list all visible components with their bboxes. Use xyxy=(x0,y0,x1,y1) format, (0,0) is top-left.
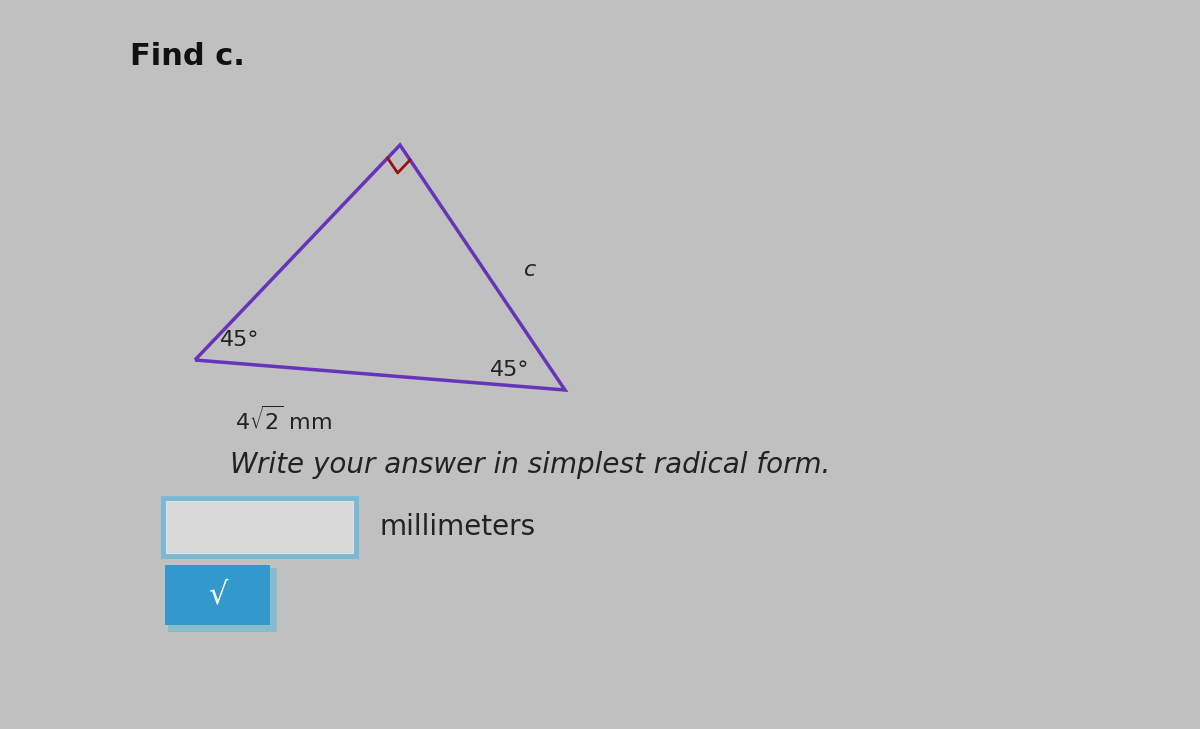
Text: $4\sqrt{2}$ mm: $4\sqrt{2}$ mm xyxy=(235,406,332,434)
Bar xyxy=(166,565,270,625)
Bar xyxy=(161,496,359,559)
Bar xyxy=(167,502,353,553)
Bar xyxy=(168,568,277,632)
Text: 45°: 45° xyxy=(490,360,529,380)
Text: c: c xyxy=(524,260,536,280)
Text: millimeters: millimeters xyxy=(380,513,536,541)
Text: √: √ xyxy=(208,580,227,609)
Bar xyxy=(166,500,355,555)
Text: Write your answer in simplest radical form.: Write your answer in simplest radical fo… xyxy=(230,451,830,479)
Text: 45°: 45° xyxy=(220,330,259,350)
Text: Find c.: Find c. xyxy=(130,42,245,71)
